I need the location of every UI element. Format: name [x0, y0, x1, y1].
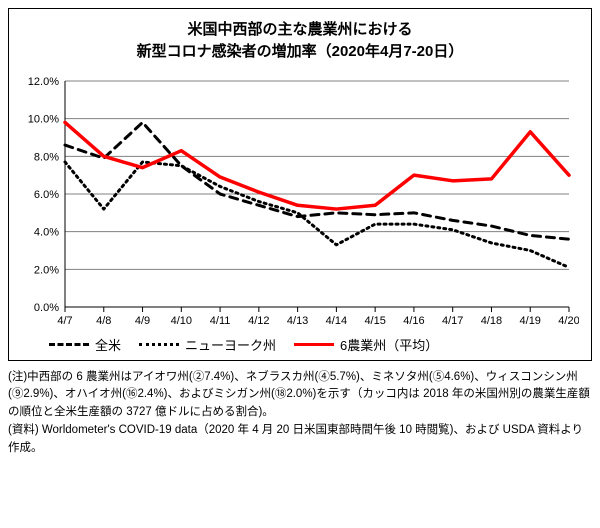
legend-label: 全米 — [95, 335, 121, 354]
svg-text:6.0%: 6.0% — [34, 189, 59, 201]
svg-text:2.0%: 2.0% — [34, 264, 59, 276]
footnote-note: (注)中西部の 6 農業州はアイオワ州(②7.4%)、ネブラスカ州(④5.7%)… — [8, 369, 592, 422]
legend-swatch — [139, 343, 179, 346]
footnotes: (注)中西部の 6 農業州はアイオワ州(②7.4%)、ネブラスカ州(④5.7%)… — [8, 369, 592, 458]
legend: 全米 ニューヨーク州 6農業州（平均） — [19, 331, 581, 354]
title-line-1: 米国中西部の主な農業州における — [19, 19, 581, 41]
svg-text:0.0%: 0.0% — [34, 302, 59, 314]
svg-text:4/12: 4/12 — [248, 315, 269, 327]
legend-item-six: 6農業州（平均） — [294, 335, 438, 354]
svg-text:10.0%: 10.0% — [28, 113, 59, 125]
chart-container: 米国中西部の主な農業州における 新型コロナ感染者の増加率（2020年4月7-20… — [8, 8, 592, 361]
svg-text:4/14: 4/14 — [326, 315, 347, 327]
legend-item-ny: ニューヨーク州 — [139, 335, 276, 354]
svg-text:8.0%: 8.0% — [34, 151, 59, 163]
svg-text:12.0%: 12.0% — [28, 76, 59, 88]
chart-title: 米国中西部の主な農業州における 新型コロナ感染者の増加率（2020年4月7-20… — [19, 19, 581, 63]
legend-swatch — [294, 343, 334, 346]
legend-label: ニューヨーク州 — [185, 335, 276, 354]
footnote-source: (資料) Worldometer's COVID-19 data（2020 年 … — [8, 422, 592, 458]
plot-area: 0.0% 2.0% 4.0% 6.0% 8.0% 10.0% 12.0% 4/7 4/8 4/9 4… — [19, 71, 581, 331]
svg-text:4.0%: 4.0% — [34, 226, 59, 238]
svg-text:4/15: 4/15 — [364, 315, 385, 327]
svg-text:4/18: 4/18 — [481, 315, 502, 327]
svg-text:4/10: 4/10 — [171, 315, 192, 327]
legend-swatch — [49, 343, 89, 346]
title-line-2: 新型コロナ感染者の増加率（2020年4月7-20日） — [19, 41, 581, 63]
svg-text:4/8: 4/8 — [96, 315, 111, 327]
svg-text:4/9: 4/9 — [135, 315, 150, 327]
legend-label: 6農業州（平均） — [340, 335, 438, 354]
line-chart-svg: 0.0% 2.0% 4.0% 6.0% 8.0% 10.0% 12.0% 4/7 4/8 4/9 4… — [19, 71, 579, 331]
svg-text:4/7: 4/7 — [57, 315, 72, 327]
svg-text:4/13: 4/13 — [287, 315, 308, 327]
svg-text:4/19: 4/19 — [520, 315, 541, 327]
svg-text:4/20: 4/20 — [558, 315, 579, 327]
svg-text:4/16: 4/16 — [403, 315, 424, 327]
svg-text:4/11: 4/11 — [210, 315, 231, 327]
legend-item-zenbei: 全米 — [49, 335, 121, 354]
svg-text:4/17: 4/17 — [442, 315, 463, 327]
